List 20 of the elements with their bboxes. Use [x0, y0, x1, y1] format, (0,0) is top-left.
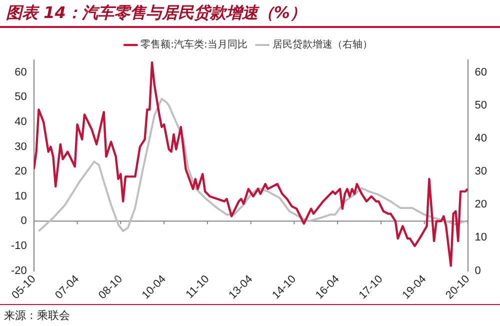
chart-title: 图表 14：汽车零售与居民贷款增速（%）: [0, 0, 500, 28]
y-tick-label: 40: [14, 116, 27, 128]
y2-tick-label: 60: [474, 66, 488, 78]
y-tick-label: -10: [10, 240, 27, 252]
y-tick-label: 20: [14, 166, 27, 178]
y2-tick-label: 50: [474, 99, 488, 112]
y-tick-label: 50: [14, 91, 27, 104]
legend-label: 零售额:汽车类:当月同比: [140, 38, 248, 51]
y2-tick-label: 0: [474, 264, 481, 277]
y-tick-label: 60: [14, 66, 27, 78]
source-note: 来源：乘联会: [0, 304, 500, 325]
legend-label: 居民贷款增速（右轴）: [272, 38, 372, 51]
y2-tick-label: 20: [474, 198, 488, 211]
y-tick-label: -20: [10, 264, 27, 277]
y2-tick-label: 30: [474, 166, 488, 178]
y-tick-label: 10: [14, 190, 27, 202]
y-tick-label: 30: [14, 140, 27, 153]
y-tick-label: 0: [20, 215, 27, 228]
y2-tick-label: 40: [474, 132, 488, 145]
y2-tick-label: 10: [474, 232, 488, 244]
